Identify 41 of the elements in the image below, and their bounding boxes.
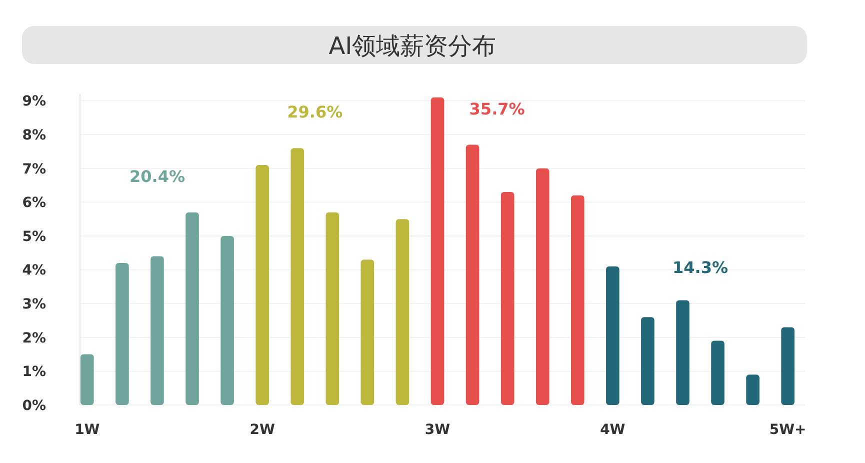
bar (186, 212, 199, 405)
bar (150, 256, 164, 405)
bar (256, 164, 269, 405)
x-tick-label: 3W (424, 422, 450, 438)
y-tick-label: 3% (22, 296, 46, 312)
y-tick-label: 8% (22, 127, 46, 144)
x-tick-label: 5W+ (769, 422, 806, 438)
bar (536, 168, 550, 405)
y-tick-label: 9% (22, 94, 46, 110)
bar (746, 374, 760, 405)
y-tick-label: 5% (22, 228, 46, 245)
bar (570, 195, 584, 405)
x-tick-label: 1W (74, 422, 100, 438)
bar (430, 97, 444, 405)
annotation: 29.6% (287, 102, 343, 122)
annotation: 14.3% (672, 258, 728, 278)
y-tick-label: 0% (22, 398, 46, 414)
y-tick-label: 7% (22, 161, 46, 178)
bar (500, 192, 514, 405)
bar (326, 212, 340, 405)
y-tick-label: 1% (22, 364, 46, 380)
bar (606, 266, 620, 405)
bar (676, 300, 690, 405)
bar (220, 236, 234, 405)
bar (360, 260, 374, 405)
x-tick-label: 4W (600, 422, 626, 438)
bar (641, 317, 654, 405)
y-tick-label: 6% (22, 195, 46, 212)
bar (781, 327, 794, 405)
chart-title: AI领域薪资分布 (328, 32, 496, 60)
bar (711, 340, 724, 405)
bar (466, 144, 480, 405)
y-tick-label: 2% (22, 330, 46, 346)
x-tick-label: 2W (250, 422, 275, 438)
y-tick-label: 4% (22, 262, 46, 279)
bar (116, 263, 129, 405)
bar (290, 148, 304, 405)
bar (396, 219, 410, 405)
annotation: 20.4% (129, 166, 185, 186)
annotation: 35.7% (469, 99, 525, 118)
bar (80, 354, 94, 405)
